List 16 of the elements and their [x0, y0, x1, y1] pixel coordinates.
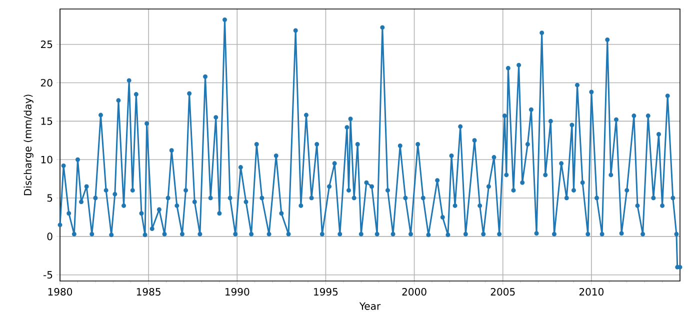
y-tick-label: 0 [47, 232, 52, 240]
x-tick-label: 1985 [136, 288, 160, 296]
x-tick-label: 1990 [226, 288, 250, 296]
y-tick-label: 20 [40, 78, 52, 87]
x-tick-label: 2010 [579, 288, 604, 296]
y-tick-label: 10 [41, 156, 52, 164]
y-axis-title: Discharge (mm/day) [24, 94, 34, 196]
y-tick-label: 15 [41, 117, 52, 125]
x-tick-label: 1995 [314, 288, 338, 296]
y-tick-label: 25 [40, 40, 52, 48]
x-axis-title: Year [359, 302, 381, 310]
y-tick-label: 5 [47, 194, 52, 202]
x-tick-label: 2005 [490, 288, 515, 296]
x-tick-label: 2000 [402, 288, 426, 296]
x-tick-label: 1980 [48, 288, 72, 296]
y-tick-label: -5 [43, 271, 52, 279]
